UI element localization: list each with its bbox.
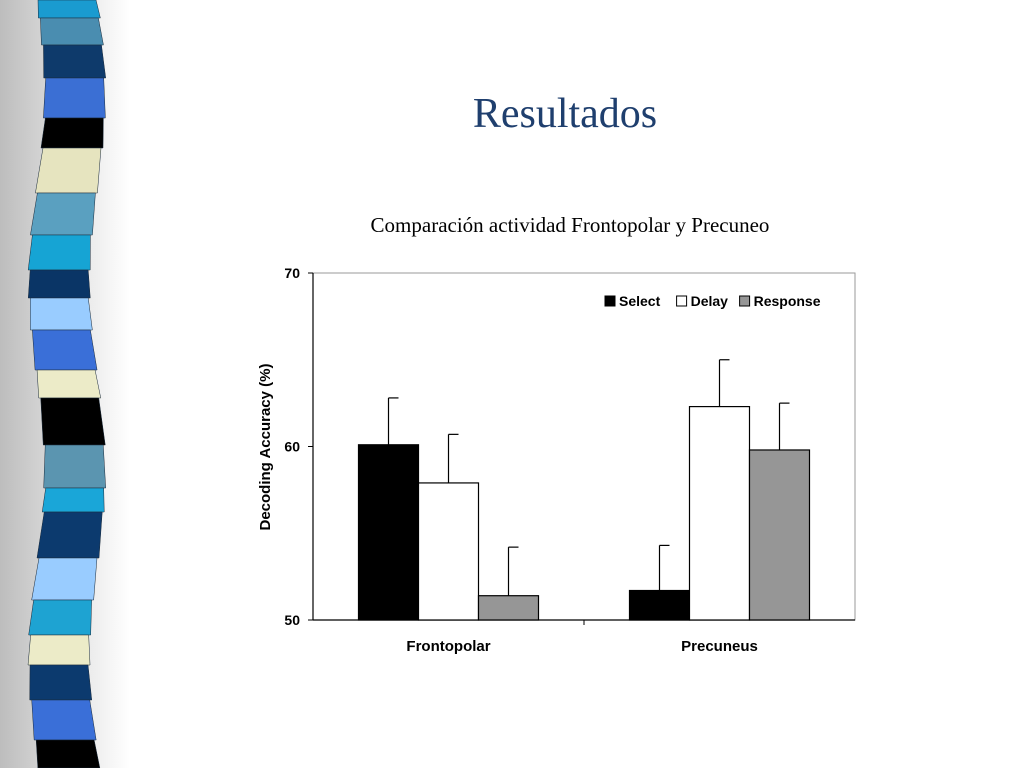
strip-band — [43, 77, 106, 119]
legend-label: Delay — [691, 293, 729, 309]
strip-band — [28, 599, 92, 636]
bar — [748, 449, 811, 621]
bar — [628, 589, 691, 621]
strip-band — [43, 444, 106, 489]
bar — [477, 595, 540, 621]
bar-chart: 50 60 70 Frontopolar Precuneus Select Delay R… — [257, 265, 856, 655]
y-axis-label: Decoding Accuracy (%) — [257, 364, 274, 531]
strip-band — [31, 699, 97, 741]
bar — [357, 444, 420, 621]
strip-band — [32, 329, 98, 371]
strip-band — [27, 634, 91, 666]
bar — [417, 482, 480, 621]
y-tick-label: 60 — [284, 439, 300, 455]
strip-band — [35, 147, 102, 194]
strip-band — [30, 192, 96, 236]
slide-title: Resultados — [472, 91, 658, 137]
strip-band — [36, 369, 102, 399]
legend-swatch — [739, 295, 751, 307]
legend-swatch — [604, 295, 616, 307]
strip-band — [36, 511, 103, 559]
strip-band — [29, 664, 93, 701]
legend-swatch — [676, 295, 688, 307]
strip-band — [27, 269, 91, 299]
strip-band — [30, 297, 93, 331]
legend-label: Response — [754, 293, 821, 309]
x-tick-label: Frontopolar — [406, 638, 490, 655]
strip-band — [43, 44, 106, 79]
strip-band — [40, 17, 104, 46]
strip-band — [27, 234, 91, 271]
y-tick-label: 70 — [284, 265, 300, 281]
strip-band — [40, 397, 106, 446]
strip-band — [41, 487, 105, 513]
x-tick-label: Precuneus — [681, 638, 758, 655]
strip-band — [35, 739, 101, 768]
chart-title: Comparación actividad Frontopolar y Prec… — [370, 213, 770, 237]
strip-band — [31, 557, 98, 601]
strip-band — [37, 0, 101, 19]
decorative-side-strip — [0, 0, 130, 768]
legend-label: Select — [619, 293, 661, 309]
strip-band — [40, 117, 104, 149]
bar — [688, 405, 751, 621]
y-tick-label: 50 — [284, 612, 300, 628]
